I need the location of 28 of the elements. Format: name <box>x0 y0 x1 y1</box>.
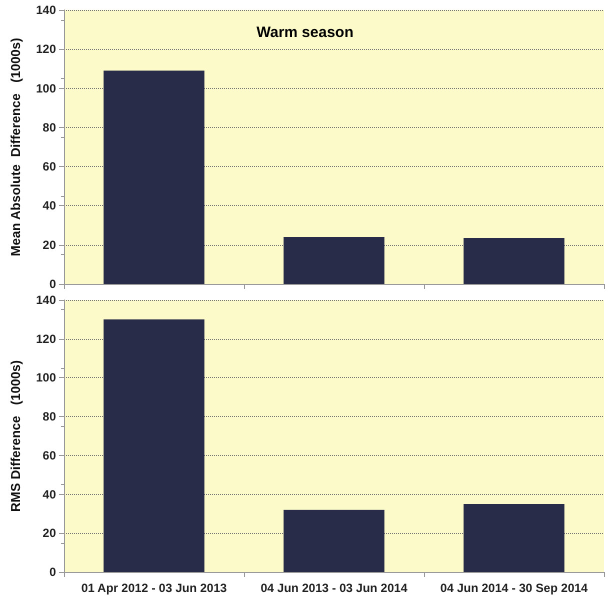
y-tick-label: 100 <box>36 81 56 96</box>
y-tick-label: 100 <box>36 370 56 385</box>
bar <box>104 70 204 284</box>
y-tick-label: 80 <box>42 120 56 134</box>
bar <box>464 238 564 284</box>
y-tick-label: 120 <box>36 332 56 346</box>
y-tick-label: 0 <box>49 565 56 579</box>
y-axis-title: Mean Absolute Difference (1000s) <box>8 38 23 256</box>
bar <box>464 504 564 572</box>
x-tick-label: 04 Jun 2013 - 03 Jun 2014 <box>260 581 408 595</box>
y-tick-label: 0 <box>49 277 56 291</box>
y-tick-label: 120 <box>36 42 56 56</box>
y-tick-label: 80 <box>42 410 56 424</box>
x-tick-label: 01 Apr 2012 - 03 Jun 2013 <box>81 581 228 595</box>
bar <box>104 319 204 572</box>
y-tick-label: 60 <box>42 160 56 174</box>
bar <box>284 237 384 284</box>
text: Warm season <box>256 24 354 41</box>
y-tick-label: 60 <box>42 448 56 462</box>
y-tick-label: 140 <box>36 293 56 307</box>
y-tick-label: 20 <box>42 526 56 540</box>
y-tick-label: 40 <box>42 198 56 213</box>
y-tick-label: 20 <box>42 238 56 252</box>
bar <box>284 510 384 572</box>
y-tick-label: 140 <box>36 3 56 17</box>
y-axis-title: RMS Difference (1000s) <box>8 360 23 512</box>
x-tick-label: 04 Jun 2014 - 30 Sep 2014 <box>440 581 588 595</box>
y-tick-label: 40 <box>42 487 56 502</box>
